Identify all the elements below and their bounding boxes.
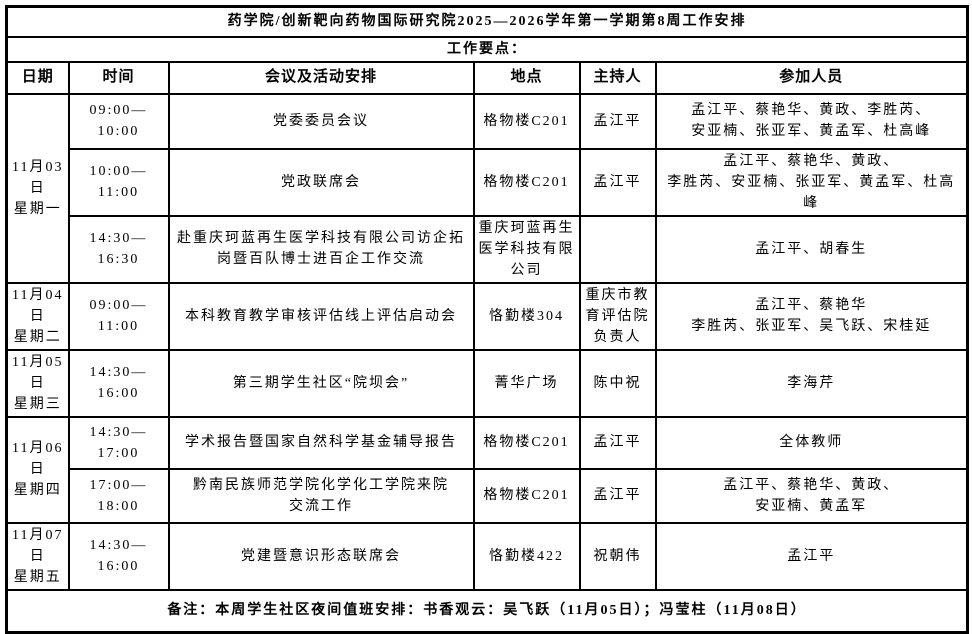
activity-cell: 黔南民族师范学院化学化工学院来院 交流工作 <box>167 467 475 524</box>
remarks-note: 备注：本周学生社区夜间值班安排：书香观云：吴飞跃（11月05日）；冯莹柱（11月… <box>5 588 969 634</box>
location-cell: 菁华广场 <box>472 348 581 418</box>
host-cell <box>578 214 657 284</box>
location-cell: 格物楼C201 <box>472 415 581 470</box>
table-row: 11月04日 星期二 09:00—11:00 本科教育教学审核评估线上评估启动会… <box>5 281 969 351</box>
date-cell: 11月04日 星期二 <box>5 281 70 351</box>
location-cell: 重庆珂蓝再生 医学科技有限 公司 <box>472 214 581 284</box>
table-row: 17:00—18:00 黔南民族师范学院化学化工学院来院 交流工作 格物楼C20… <box>7 467 969 524</box>
location-cell: 格物楼C201 <box>472 467 581 524</box>
activity-cell: 党委委员会议 <box>167 92 475 150</box>
table-row: 11月03日 星期一 09:00—10:00 党委委员会议 格物楼C201 孟江… <box>5 92 969 284</box>
participants-cell: 孟江平、蔡艳华、黄政、李胜芮、 安亚楠、张亚军、黄孟军、杜高峰 <box>654 92 969 150</box>
date-cell: 11月05日 星期三 <box>5 348 70 418</box>
time-cell: 09:00—11:00 <box>67 281 170 351</box>
location-cell: 格物楼C201 <box>472 147 581 217</box>
host-cell: 孟江平 <box>578 415 657 470</box>
location-cell: 格物楼C201 <box>472 92 581 150</box>
activity-cell: 学术报告暨国家自然科学基金辅导报告 <box>167 415 475 470</box>
time-cell: 14:30—17:00 <box>67 415 170 470</box>
activity-cell: 本科教育教学审核评估线上评估启动会 <box>167 281 475 351</box>
time-cell: 09:00—10:00 <box>67 92 170 150</box>
host-cell: 孟江平 <box>578 147 657 217</box>
work-points-label: 工作要点： <box>5 35 969 63</box>
time-cell: 14:30—16:00 <box>67 521 170 591</box>
table-row: 11月06日 星期四 14:30—17:00 学术报告暨国家自然科学基金辅导报告… <box>5 415 969 524</box>
participants-cell: 孟江平、蔡艳华 李胜芮、张亚军、吴飞跃、宋桂延 <box>654 281 969 351</box>
table-row: 10:00—11:00 党政联席会 格物楼C201 孟江平 孟江平、蔡艳华、黄政… <box>7 147 969 217</box>
activity-cell: 赴重庆珂蓝再生医学科技有限公司访企拓 岗暨百队博士进百企工作交流 <box>167 214 475 284</box>
host-cell: 孟江平 <box>578 92 657 150</box>
location-cell: 恪勤楼422 <box>472 521 581 591</box>
participants-cell: 李海芹 <box>654 348 969 418</box>
date-cell: 11月07日 星期五 <box>5 521 70 591</box>
participants-cell: 孟江平、蔡艳华、黄政、 李胜芮、安亚楠、张亚军、黄孟军、杜高峰 <box>654 147 969 217</box>
participants-cell: 孟江平 <box>654 521 969 591</box>
activity-cell: 第三期学生社区“院坝会” <box>167 348 475 418</box>
table-row: 14:30—16:30 赴重庆珂蓝再生医学科技有限公司访企拓 岗暨百队博士进百企… <box>7 214 969 284</box>
participants-cell: 孟江平、胡春生 <box>654 214 969 284</box>
time-cell: 14:30—16:00 <box>67 348 170 418</box>
col-header-host: 主持人 <box>578 60 657 95</box>
table-row: 11月05日 星期三 14:30—16:00 第三期学生社区“院坝会” 菁华广场… <box>5 348 969 418</box>
schedule-table: 药学院/创新靶向药物国际研究院2025—2026学年第一学期第8周工作安排 工作… <box>5 5 970 634</box>
time-cell: 10:00—11:00 <box>67 147 170 217</box>
header-row: 日期 时间 会议及活动安排 地点 主持人 参加人员 <box>5 60 969 95</box>
col-header-location: 地点 <box>472 60 581 95</box>
col-header-date: 日期 <box>5 60 70 95</box>
date-cell: 11月03日 星期一 <box>5 92 70 284</box>
time-cell: 17:00—18:00 <box>67 467 170 524</box>
col-header-activity: 会议及活动安排 <box>167 60 475 95</box>
time-cell: 14:30—16:30 <box>67 214 170 284</box>
host-cell: 陈中祝 <box>578 348 657 418</box>
col-header-time: 时间 <box>67 60 170 95</box>
activity-cell: 党政联席会 <box>167 147 475 217</box>
location-cell: 恪勤楼304 <box>472 281 581 351</box>
date-cell: 11月06日 星期四 <box>5 415 70 524</box>
host-cell: 孟江平 <box>578 467 657 524</box>
page-title: 药学院/创新靶向药物国际研究院2025—2026学年第一学期第8周工作安排 <box>5 5 969 38</box>
participants-cell: 全体教师 <box>654 415 969 470</box>
participants-cell: 孟江平、蔡艳华、黄政、 安亚楠、黄孟军 <box>654 467 969 524</box>
table-row: 11月07日 星期五 14:30—16:00 党建暨意识形态联席会 恪勤楼422… <box>5 521 969 591</box>
host-cell: 祝朝伟 <box>578 521 657 591</box>
col-header-participants: 参加人员 <box>654 60 969 95</box>
activity-cell: 党建暨意识形态联席会 <box>167 521 475 591</box>
host-cell: 重庆市教 育评估院 负责人 <box>578 281 657 351</box>
